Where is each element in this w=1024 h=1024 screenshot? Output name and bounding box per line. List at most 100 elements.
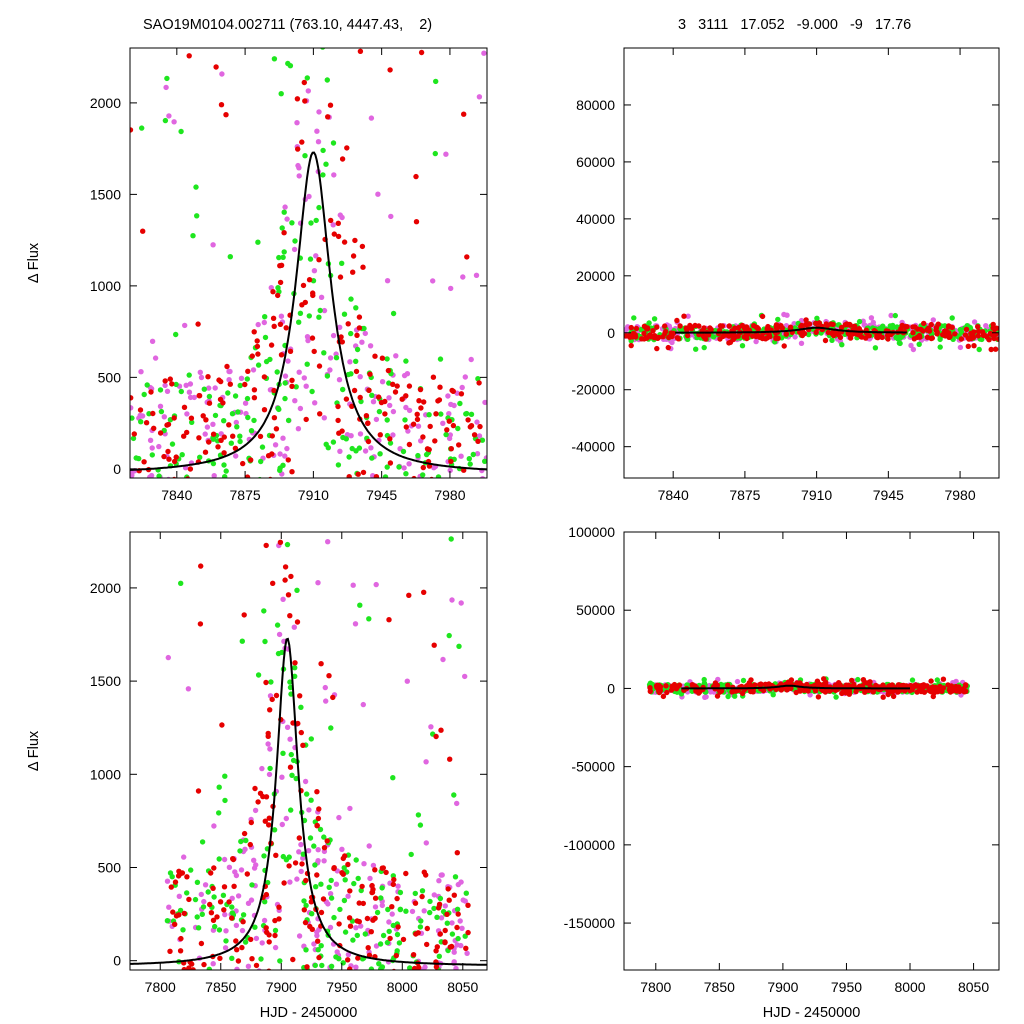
- data-point: [175, 873, 182, 879]
- data-point: [303, 383, 309, 389]
- x-tick-label: 7850: [205, 979, 236, 995]
- data-point: [740, 677, 747, 684]
- data-point: [334, 949, 340, 955]
- data-point: [178, 935, 184, 942]
- data-point: [380, 530, 385, 535]
- data-point: [277, 451, 283, 457]
- data-point: [299, 27, 304, 32]
- data-point: [256, 968, 262, 970]
- data-point: [367, 977, 372, 982]
- x-tick-label: 7945: [873, 487, 904, 503]
- data-point: [381, 987, 386, 992]
- data-point: [134, 539, 139, 544]
- data-point: [670, 330, 677, 336]
- data-point: [159, 514, 164, 519]
- data-point: [170, 1021, 175, 1024]
- data-point: [431, 905, 437, 912]
- data-point: [895, 682, 902, 688]
- data-point: [240, 481, 245, 486]
- data-point: [402, 417, 408, 423]
- data-point: [455, 425, 461, 432]
- data-point: [377, 997, 382, 1002]
- data-point: [297, 310, 304, 316]
- y-tick-label: -50000: [571, 759, 615, 775]
- data-point: [676, 682, 683, 688]
- data-point: [313, 253, 319, 259]
- data-point: [294, 120, 300, 126]
- data-point: [315, 847, 321, 853]
- data-point: [373, 416, 380, 423]
- data-point: [210, 431, 217, 437]
- data-point: [197, 454, 203, 460]
- data-point: [222, 474, 228, 478]
- data-point: [146, 411, 152, 417]
- data-point: [335, 220, 341, 226]
- data-point: [202, 449, 209, 455]
- data-point: [432, 438, 438, 444]
- data-point: [357, 394, 363, 401]
- data-point: [295, 162, 301, 169]
- data-point: [442, 927, 448, 934]
- data-point: [300, 855, 306, 861]
- data-point: [394, 383, 400, 389]
- data-point: [229, 411, 236, 417]
- data-point: [323, 161, 329, 167]
- data-point: [314, 789, 320, 795]
- data-point: [423, 999, 428, 1004]
- data-point: [162, 382, 168, 389]
- data-point: [429, 523, 434, 528]
- data-point: [476, 380, 482, 386]
- data-point: [975, 324, 981, 330]
- data-point: [462, 524, 467, 529]
- data-point: [317, 411, 323, 417]
- data-point: [210, 917, 217, 923]
- data-point: [415, 423, 422, 429]
- data-point: [251, 857, 257, 863]
- data-point: [238, 867, 245, 873]
- data-point: [388, 213, 394, 220]
- data-point: [801, 330, 808, 337]
- data-point: [368, 115, 375, 121]
- data-point: [308, 797, 314, 803]
- data-point: [937, 344, 943, 350]
- data-point: [203, 517, 208, 522]
- data-point: [396, 940, 403, 946]
- data-point: [457, 400, 463, 407]
- data-point: [294, 876, 300, 882]
- data-point: [341, 897, 348, 904]
- data-point: [757, 681, 763, 688]
- data-point: [394, 948, 400, 954]
- data-point: [403, 471, 409, 477]
- data-point: [261, 319, 267, 326]
- data-point: [730, 688, 736, 695]
- data-point: [292, 398, 298, 404]
- data-point: [298, 868, 304, 875]
- data-point: [158, 408, 165, 415]
- data-point: [449, 480, 454, 485]
- data-point: [855, 676, 861, 683]
- data-point: [390, 310, 397, 317]
- data-point: [976, 346, 982, 353]
- data-point: [244, 376, 250, 382]
- data-point: [292, 860, 299, 866]
- y-tick-label: -40000: [571, 439, 615, 455]
- data-point: [427, 423, 433, 430]
- data-point: [254, 511, 259, 516]
- data-point: [244, 526, 249, 531]
- data-point: [226, 377, 232, 383]
- data-point: [365, 438, 372, 445]
- data-point: [198, 563, 204, 569]
- data-point: [255, 362, 262, 368]
- data-point: [387, 935, 393, 942]
- data-point: [211, 1013, 216, 1018]
- data-point: [353, 358, 359, 364]
- data-point: [367, 371, 373, 377]
- data-point: [211, 894, 217, 900]
- data-point: [198, 992, 203, 997]
- data-point: [431, 981, 436, 986]
- data-point: [403, 393, 409, 399]
- data-point: [916, 341, 922, 347]
- data-point: [181, 992, 186, 997]
- data-point: [315, 858, 321, 864]
- data-point: [413, 219, 420, 225]
